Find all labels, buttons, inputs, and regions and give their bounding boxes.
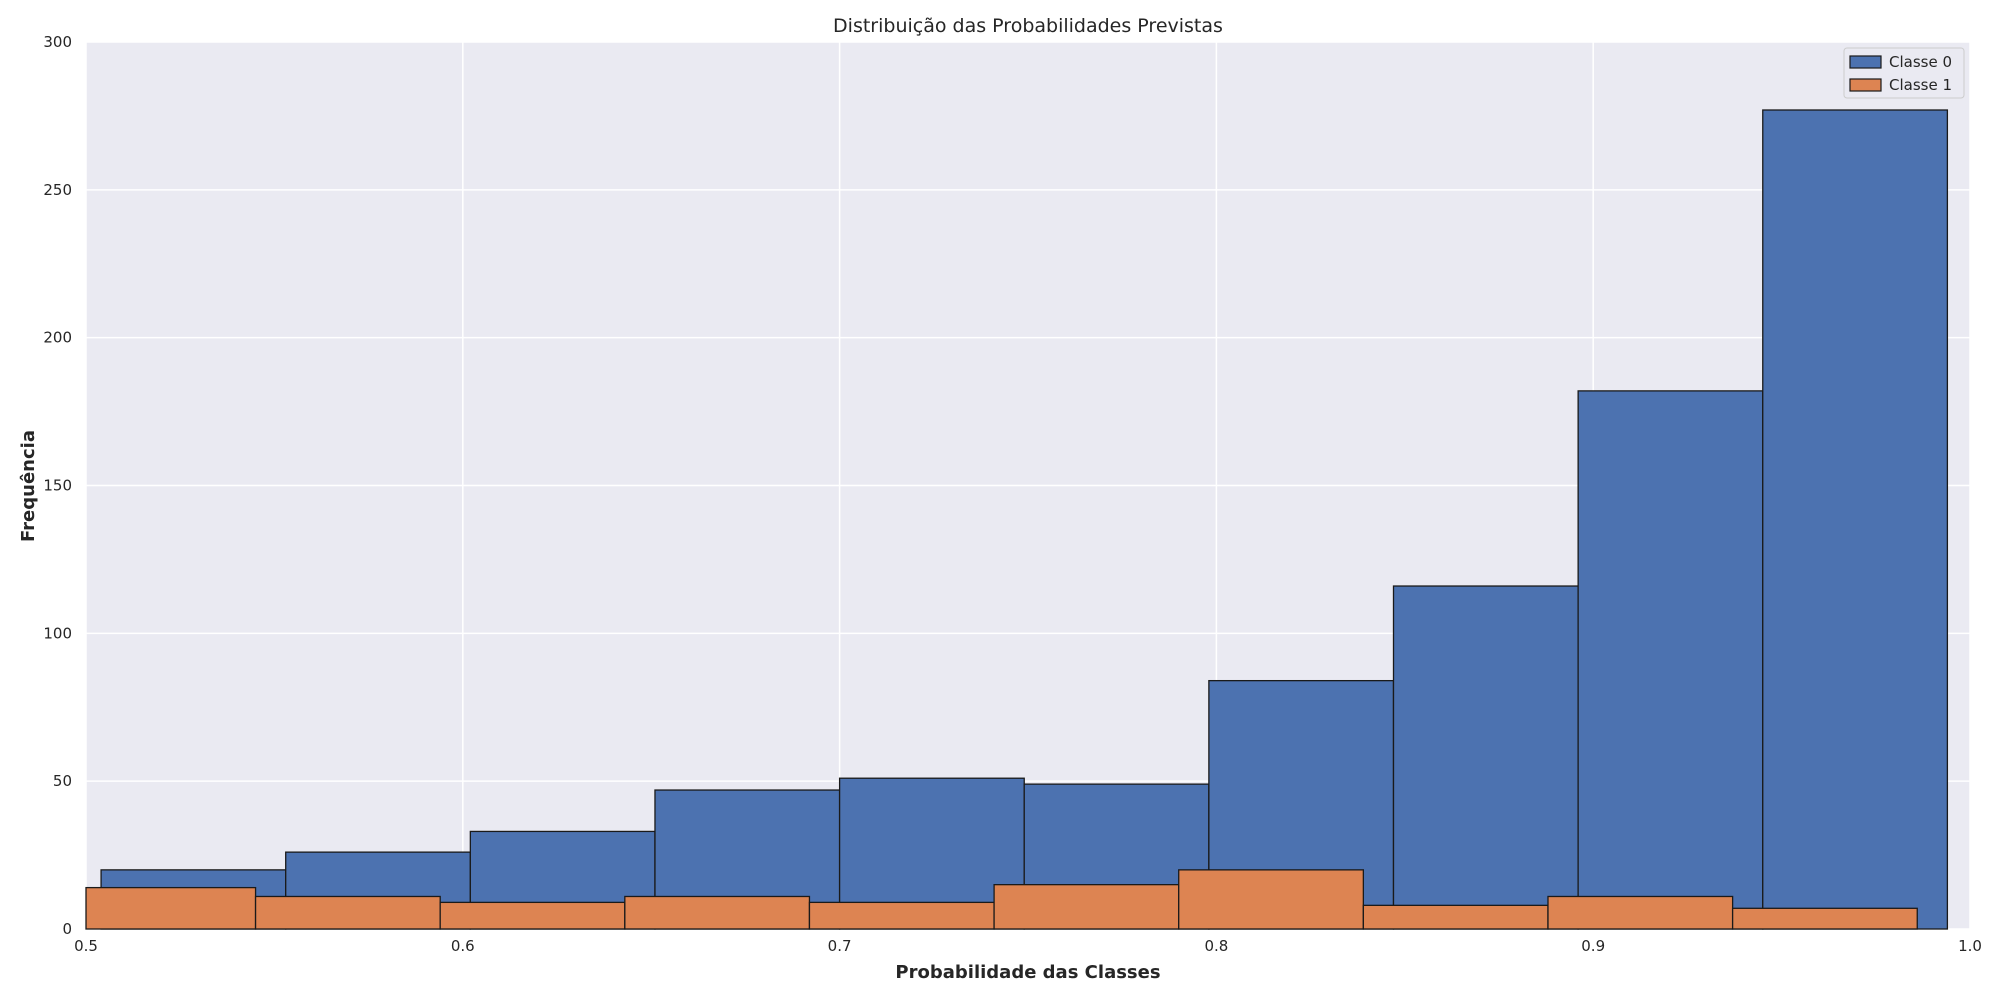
bar-series-0-bin-7: [1392, 585, 1579, 930]
y-tick-label: 100: [43, 624, 72, 642]
bar-series-1-bin-5: [993, 884, 1180, 930]
y-tick-label: 150: [43, 477, 72, 495]
bar-series-1-bin-6: [1178, 869, 1365, 930]
bar-series-1-bin-8: [1547, 895, 1734, 930]
legend-swatch-1: [1849, 78, 1882, 92]
bar-series-0-bin-9: [1762, 109, 1949, 930]
x-tick-label: 0.6: [451, 937, 475, 955]
bar-series-1-bin-3: [624, 895, 811, 930]
x-tick-label: 0.9: [1581, 937, 1605, 955]
x-tick-label: 0.5: [74, 937, 98, 955]
legend-entry-1: Classe 1: [1889, 76, 1952, 94]
bar-series-1-bin-4: [808, 901, 995, 930]
bar-series-1-bin-7: [1362, 904, 1549, 930]
chart-title: Distribuição das Probabilidades Prevista…: [833, 15, 1223, 37]
legend-entry-0: Classe 0: [1889, 53, 1952, 71]
y-tick-label: 300: [43, 33, 72, 51]
x-tick-label: 0.8: [1204, 937, 1228, 955]
x-axis-label: Probabilidade das Classes: [895, 962, 1160, 983]
bar-series-1-bin-0: [85, 886, 257, 930]
legend: Classe 0 Classe 1: [1843, 47, 1965, 99]
axis-ticks: 0.5 0.6 0.7 0.8 0.9 1.0 0 50 100 150 200 250 300: [43, 33, 1982, 955]
y-tick-label: 250: [43, 181, 72, 199]
y-tick-label: 0: [62, 920, 72, 938]
y-tick-label: 50: [53, 772, 72, 790]
bar-series-1-bin-2: [439, 901, 626, 930]
x-tick-label: 1.0: [1958, 937, 1982, 955]
x-tick-label: 0.7: [828, 937, 852, 955]
histogram-bars: [85, 109, 1949, 930]
bar-series-0-bin-8: [1577, 390, 1764, 930]
bar-series-1-bin-1: [254, 895, 441, 930]
y-tick-label: 200: [43, 329, 72, 347]
y-axis-label: Frequência: [18, 430, 39, 542]
bar-series-1-bin-9: [1731, 907, 1918, 930]
legend-swatch-0: [1849, 55, 1882, 69]
